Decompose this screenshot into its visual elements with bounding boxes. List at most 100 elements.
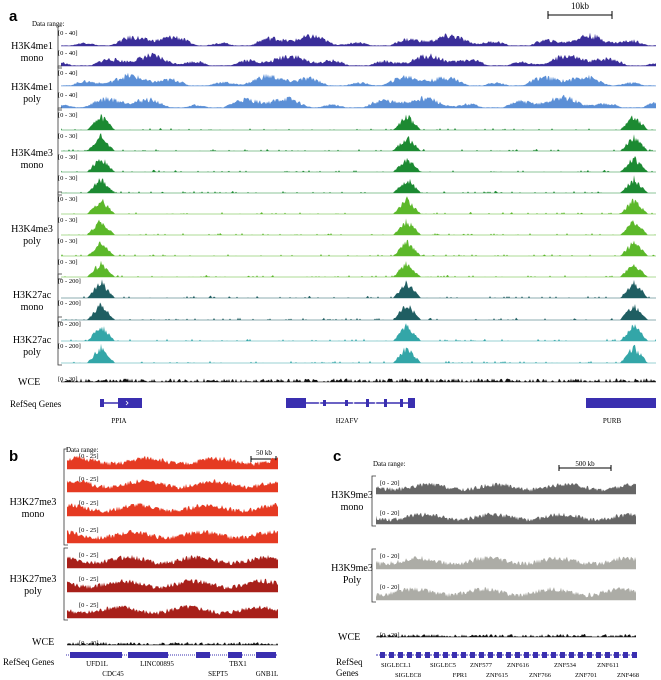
track-range-label: [0 - 25] <box>79 602 99 609</box>
track-range-label: [0 - 25] <box>79 500 99 507</box>
group-label-wce-b: WCE <box>32 637 54 648</box>
track-range-label: [0 - 200] <box>58 321 81 328</box>
track-range-label: [0 - 25] <box>79 552 99 559</box>
gene-label-znf468: ZNF468 <box>617 672 639 679</box>
signal-track <box>376 634 636 637</box>
track-range-label: [0 - 20] <box>380 553 400 560</box>
signal-track <box>61 218 656 235</box>
gene-block <box>398 652 403 658</box>
gene-label-siglec5: SIGLEC5 <box>430 662 456 669</box>
gene-label-ufd1l: UFD1L <box>86 660 108 668</box>
panel-c-data-range-label: Data range: <box>373 460 406 468</box>
gene-label-ppia: PPIA <box>111 417 126 425</box>
group-label-h3k27me3-mono-line2: mono <box>22 509 45 520</box>
gene-label-h2afv: H2AFV <box>336 417 359 425</box>
signal-track <box>61 32 656 46</box>
signal-track <box>376 482 636 494</box>
panel-c-tracks: [0 - 20][0 - 20][0 - 20][0 - 20][0 - 20] <box>371 475 636 639</box>
gene-label-gnb1l: GNB1L <box>256 670 279 678</box>
gene-label-znf577: ZNF577 <box>470 662 493 669</box>
group-label-h3k4me1-poly-line1: H3K4me1 <box>11 82 53 93</box>
gene-label-purb: PURB <box>603 417 622 425</box>
track-range-label: [0 - 200] <box>58 343 81 350</box>
gene-block <box>542 652 547 658</box>
signal-track <box>61 175 656 193</box>
panel-a-scale-label: 10kb <box>571 1 590 11</box>
group-label-h3k4me1-poly-line2: poly <box>23 94 41 105</box>
gene-block <box>515 652 520 658</box>
panel-a-scale-bar: 10kb <box>547 1 613 19</box>
group-label-h3k9me3-poly-line1: H3K9me3 <box>331 563 373 574</box>
group-label-h3k9me3-mono-line1: H3K9me3 <box>331 490 373 501</box>
signal-track <box>376 586 636 600</box>
group-bracket <box>57 65 62 111</box>
signal-track <box>61 343 656 363</box>
signal-track <box>61 133 656 151</box>
signal-track <box>61 94 656 108</box>
group-bracket <box>57 191 62 280</box>
group-label-h3k4me3-mono-line1: H3K4me3 <box>11 148 53 159</box>
group-label-h3k4me1-mono-line1: H3K4me1 <box>11 41 53 52</box>
panel-b-data-range-label: Data range: <box>66 446 99 454</box>
gene-label-znf616: ZNF616 <box>507 662 530 669</box>
gene-label-siglec8: SIGLEC8 <box>395 672 421 679</box>
gene-label-cdc45: CDC45 <box>102 670 124 678</box>
panel-a: a Data range: 10kb H3K4me1 mono H3K4me1 … <box>9 1 656 425</box>
panel-b-gene-models <box>66 652 278 658</box>
signal-track <box>376 512 636 524</box>
track-range-label: [0 - 30] <box>58 217 78 224</box>
group-label-h3k4me3-mono-line2: mono <box>21 160 44 171</box>
gene-block <box>623 652 628 658</box>
group-label-h3k27ac-mono-line1: H3K27ac <box>13 290 52 301</box>
group-label-h3k4me1-mono-line2: mono <box>21 53 44 64</box>
gene-label-tbx1: TBX1 <box>229 660 247 668</box>
track-range-label: [0 - 40] <box>79 640 99 647</box>
gene-block <box>578 652 583 658</box>
signal-track <box>67 502 278 516</box>
gene-block <box>452 652 457 658</box>
panel-c-refseq-label-line1: RefSeq <box>336 657 363 667</box>
gene-label-znf534: ZNF534 <box>554 662 577 669</box>
signal-track <box>61 113 656 130</box>
track-range-label: [0 - 20] <box>380 584 400 591</box>
gene-label-siglecl1: SIGLECL1 <box>381 662 411 669</box>
group-bracket <box>371 548 376 603</box>
gene-block <box>389 652 394 658</box>
panel-b-tracks: [0 - 25] [0 - 25] [0 - 25] [0 - 25] [0 - 25]… <box>63 448 278 647</box>
track-range-label: [0 - 30] <box>58 259 78 266</box>
track-range-label: [0 - 25] <box>79 453 99 460</box>
signal-track <box>67 479 278 492</box>
gene-block <box>596 652 601 658</box>
gene-block <box>461 652 466 658</box>
group-label-h3k4me3-poly-line2: poly <box>23 236 41 247</box>
group-label-wce-a: WCE <box>18 377 40 388</box>
gene-label-znf701: ZNF701 <box>575 672 597 679</box>
group-bracket <box>63 547 68 621</box>
panel-b-refseq-label: RefSeq Genes <box>3 657 55 667</box>
track-range-label: [0 - 30] <box>58 376 78 383</box>
group-label-h3k27ac-poly-line2: poly <box>23 347 41 358</box>
gene-label-linc00895: LINC00895 <box>140 660 174 668</box>
signal-track <box>61 302 656 320</box>
signal-track <box>67 604 278 618</box>
gene-block <box>560 652 565 658</box>
gene-block <box>407 652 412 658</box>
panel-b-letter: b <box>9 448 18 465</box>
gene-label-sept5: SEPT5 <box>208 670 228 678</box>
panel-c-refseq-label-line2: Genes <box>336 668 359 678</box>
group-bracket <box>57 273 62 323</box>
panel-c-letter: c <box>333 448 341 465</box>
gene-block <box>569 652 574 658</box>
track-range-label: [0 - 25] <box>79 476 99 483</box>
gene-block <box>380 652 385 658</box>
track-range-label: [0 - 30] <box>58 112 78 119</box>
track-range-label: [0 - 20] <box>380 480 400 487</box>
signal-track <box>61 260 656 277</box>
signal-track <box>61 156 656 172</box>
gene-block <box>605 652 610 658</box>
panel-c: c Data range: 500 kb H3K9me3 mono H3K9me… <box>331 448 639 679</box>
gene-block <box>587 652 592 658</box>
gene-block <box>614 652 619 658</box>
group-label-h3k27me3-poly-line2: poly <box>24 586 42 597</box>
